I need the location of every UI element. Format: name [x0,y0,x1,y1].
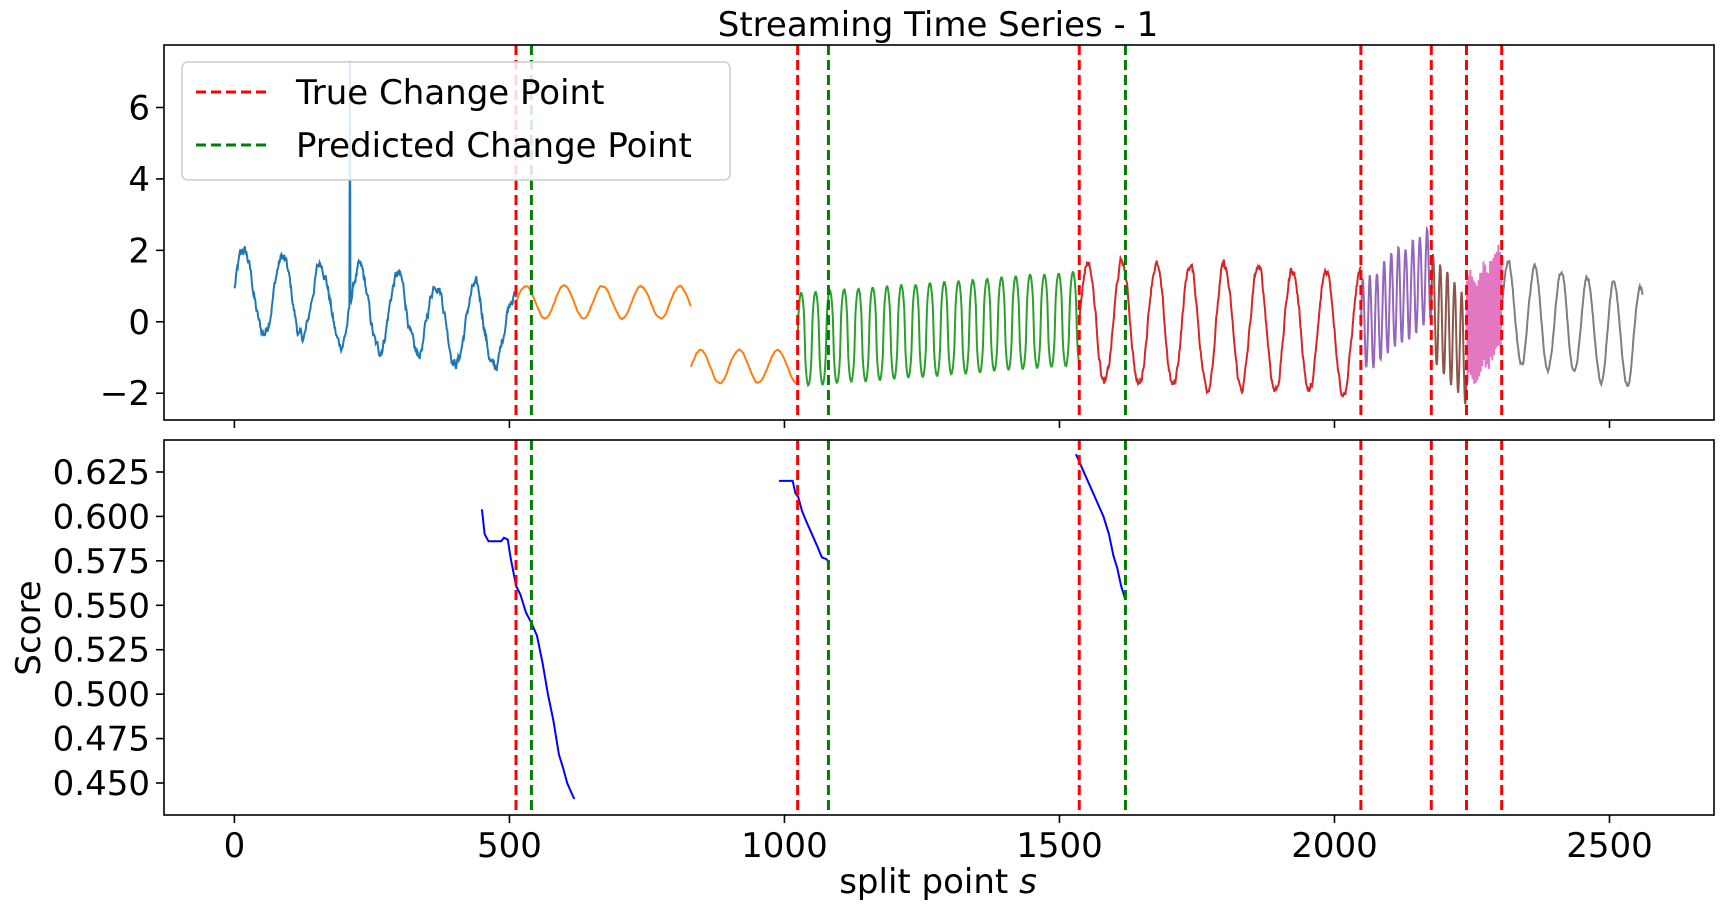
series-line-segment-7 [1430,254,1468,405]
series-line-segment-1 [233,61,518,371]
bottom-ytick-label: 0.625 [53,453,150,493]
bottom-plot-area [480,453,1127,800]
chart-title: Streaming Time Series - 1 [718,5,1159,45]
bottom-ytick-label: 0.500 [53,675,150,715]
series-line-segment-8 [1465,244,1503,384]
bottom-ytick-label: 0.450 [53,764,150,804]
top-ytick-label: 2 [128,231,150,271]
bottom-ytick-label: 0.475 [53,720,150,760]
x-axis-label: split point s [839,862,1037,902]
bottom-xtick-label: 1500 [1016,826,1103,866]
series-line-segment-4 [796,270,1081,388]
top-ytick-label: 0 [128,303,150,343]
bottom-xtick-label: 0 [224,826,246,866]
bottom-ytick-label: 0.600 [53,497,150,537]
top-panel: −2 0 2 4 6 True Change Point Predicted Chang… [100,44,1715,428]
top-plot-area [233,61,1644,405]
series-line-segment-6 [1359,225,1433,369]
bottom-axes-frame [163,439,1715,816]
series-line-segment-2 [515,284,692,321]
series-line-segment-5 [1078,254,1362,398]
legend-predicted-label: Predicted Change Point [296,126,692,166]
score-line-1 [480,509,576,800]
bottom-x-ticks: 0 500 1000 1500 2000 2500 [224,815,1653,866]
series-line-segment-3 [689,348,799,385]
bottom-xtick-label: 1000 [741,826,828,866]
score-line-3 [1075,453,1127,601]
series-line-segment-9 [1500,259,1644,388]
top-ytick-label: −2 [100,374,150,414]
top-ytick-label: 4 [128,160,150,200]
top-x-ticks [233,420,1611,428]
bottom-xtick-label: 500 [477,826,542,866]
y-axis-label: Score [9,580,49,675]
bottom-xtick-label: 2000 [1291,826,1378,866]
bottom-ytick-label: 0.575 [53,542,150,582]
bottom-change-point-lines [514,440,1504,815]
top-axes-frame [163,44,1715,421]
top-y-ticks: −2 0 2 4 6 [100,89,164,414]
top-ytick-label: 6 [128,89,150,129]
legend-box [181,61,731,181]
bottom-ytick-label: 0.550 [53,586,150,626]
x-axis-label-symbol: s [1019,862,1037,902]
legend-true-label: True Change Point [295,73,604,113]
bottom-ytick-label: 0.525 [53,631,150,671]
bottom-xtick-label: 2500 [1566,826,1653,866]
score-line-2 [778,479,831,564]
legend: True Change Point Predicted Change Point [181,61,731,181]
